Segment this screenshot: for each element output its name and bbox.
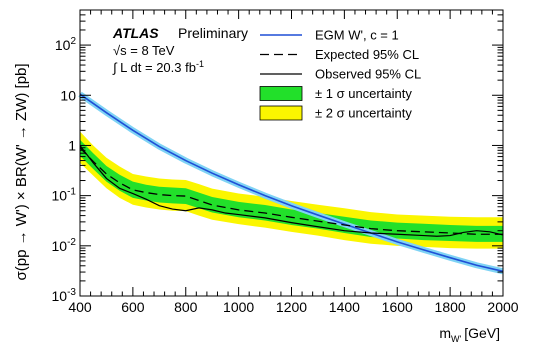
atlas-label: ATLAS: [112, 25, 159, 41]
series-theory-line: [79, 93, 504, 273]
lumi-label-exp: -1: [196, 59, 204, 69]
y-axis-label: σ(pp → W') × BR(W' → ZW) [pb]: [13, 63, 30, 280]
axis-ticks: 400 600 800 1000 1200 1400 1600 1800 200010-310-…: [52, 10, 519, 315]
series-expected-line: [79, 147, 503, 235]
legend-entry-label: Expected 95% CL: [315, 47, 419, 62]
x-tick-label: 1800: [435, 299, 466, 315]
x-tick-label: 2000: [487, 299, 518, 315]
uncertainty-bands: [80, 131, 503, 249]
lumi-label: ∫ L dt = 20.3 fb-1: [112, 59, 204, 75]
x-tick-label: 800: [174, 299, 198, 315]
series-observed-line: [79, 145, 504, 237]
y-tick-label: 10: [60, 87, 76, 103]
x-tick-label: 1400: [329, 299, 360, 315]
x-tick-label: 600: [121, 299, 145, 315]
limit-curves: [78, 91, 504, 275]
legend-swatch-band1: [259, 86, 303, 101]
band-1-sigma: [80, 139, 503, 242]
legend-entry-label: Observed 95% CL: [315, 67, 421, 82]
preliminary-label: Preliminary: [178, 25, 248, 41]
legend: EGM W', c = 1 Expected 95% CL Observed 95%…: [259, 28, 421, 121]
band-2-sigma: [80, 131, 503, 249]
x-axis-label-main: m: [439, 325, 451, 341]
y-tick-label: 10-2: [52, 237, 77, 254]
y-tick-label: 1: [68, 137, 76, 153]
y-tick-label: 10-1: [52, 187, 77, 204]
energy-label: √s = 8 TeV: [113, 43, 175, 58]
lumi-label-main: ∫ L dt = 20.3 fb: [112, 60, 196, 75]
x-tick-label: 1000: [223, 299, 254, 315]
y-tick-label: 102: [55, 36, 77, 53]
legend-swatch-band2: [259, 105, 303, 121]
x-tick-label: 1200: [276, 299, 307, 315]
x-axis-label-sub: W': [451, 334, 461, 344]
legend-entry-label: EGM W', c = 1: [315, 28, 399, 43]
legend-entry-label: ± 2 σ uncertainty: [315, 106, 412, 121]
legend-entry-label: ± 1 σ uncertainty: [315, 86, 412, 101]
x-tick-label: 400: [68, 299, 92, 315]
y-tick-label: 10-3: [52, 287, 77, 304]
x-axis-label-unit: [GeV]: [464, 325, 500, 341]
x-axis-label: mW' [GeV]: [439, 325, 500, 344]
x-tick-label: 1600: [382, 299, 413, 315]
